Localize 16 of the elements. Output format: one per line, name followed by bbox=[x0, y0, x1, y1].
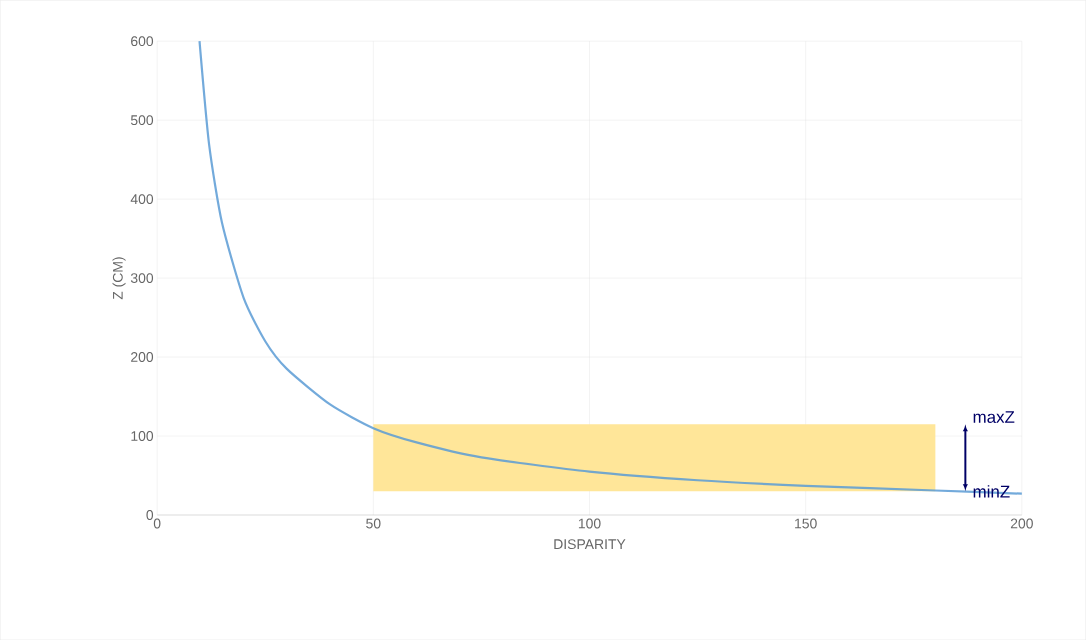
y-tick-label: 0 bbox=[146, 509, 154, 520]
y-tick-label: 300 bbox=[130, 273, 154, 283]
y-tick-label: 100 bbox=[131, 431, 154, 441]
annotation: minZ bbox=[973, 485, 1010, 498]
x-tick-label: 150 bbox=[795, 518, 817, 529]
y-tick-label: 500 bbox=[130, 115, 154, 126]
x-axis-title: DISPARITY bbox=[554, 539, 626, 550]
x-tick-label: 100 bbox=[578, 518, 601, 529]
y-tick-label: 200 bbox=[131, 352, 154, 362]
x-tick-label: 0 bbox=[153, 518, 161, 529]
x-tick-label: 50 bbox=[366, 518, 381, 529]
x-tick-label: 200 bbox=[1010, 518, 1033, 529]
annotation: maxZ bbox=[973, 411, 1015, 423]
y-tick-label: 600 bbox=[131, 36, 154, 47]
y-axis-title: Z (CM) bbox=[112, 257, 126, 300]
y-tick-label: 400 bbox=[130, 194, 154, 204]
